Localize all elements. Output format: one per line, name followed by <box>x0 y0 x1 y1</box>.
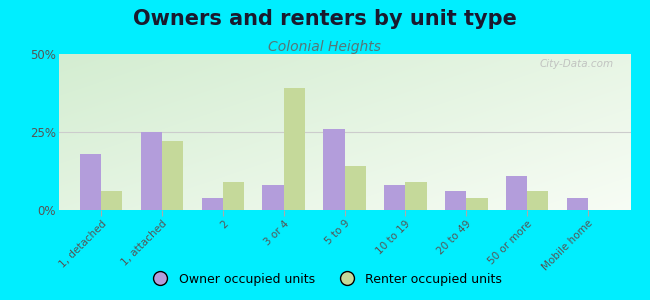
Bar <box>223 182 244 210</box>
Bar <box>202 197 223 210</box>
Text: City-Data.com: City-Data.com <box>540 59 614 69</box>
Bar <box>445 191 466 210</box>
Bar <box>283 88 305 210</box>
Bar <box>384 185 406 210</box>
Bar <box>101 191 122 210</box>
Bar <box>466 197 488 210</box>
Bar <box>323 129 345 210</box>
Text: Owners and renters by unit type: Owners and renters by unit type <box>133 9 517 29</box>
Bar <box>80 154 101 210</box>
Bar <box>162 141 183 210</box>
Bar <box>567 197 588 210</box>
Bar <box>527 191 549 210</box>
Text: Colonial Heights: Colonial Heights <box>268 40 382 55</box>
Bar <box>140 132 162 210</box>
Bar <box>406 182 426 210</box>
Bar <box>344 166 366 210</box>
Bar <box>506 176 527 210</box>
Legend: Owner occupied units, Renter occupied units: Owner occupied units, Renter occupied un… <box>143 268 507 291</box>
Bar <box>263 185 283 210</box>
